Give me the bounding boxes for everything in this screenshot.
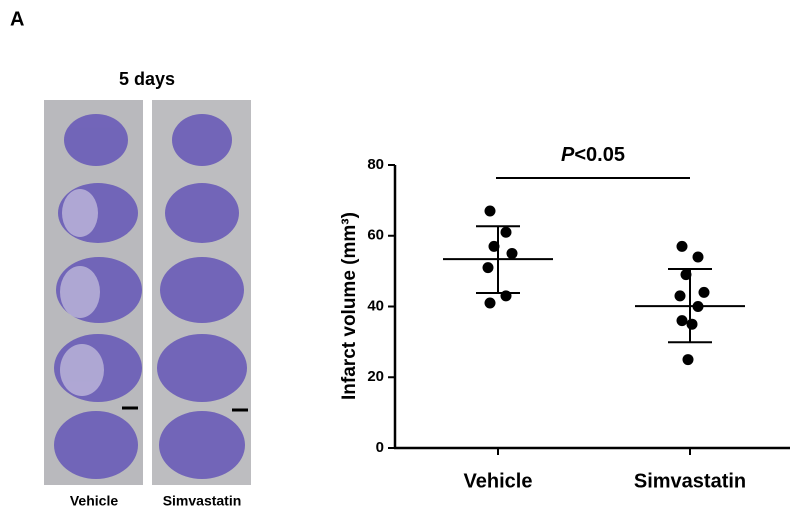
y-tick-label: 60 bbox=[367, 227, 384, 244]
x-tick-label: Vehicle bbox=[464, 470, 533, 492]
data-point bbox=[692, 301, 704, 312]
data-point bbox=[484, 297, 496, 309]
brain-slices bbox=[44, 100, 251, 485]
image-label: Vehicle bbox=[70, 493, 118, 509]
data-point bbox=[482, 262, 494, 274]
slice bbox=[172, 114, 232, 166]
data-point bbox=[686, 318, 698, 330]
image-label: Simvastatin bbox=[163, 493, 242, 509]
y-tick-label: 20 bbox=[367, 368, 384, 385]
slice bbox=[64, 114, 128, 166]
slice bbox=[165, 183, 239, 243]
panel-label: A bbox=[10, 8, 24, 30]
y-tick-label: 0 bbox=[376, 439, 384, 456]
y-tick-label: 40 bbox=[367, 297, 384, 314]
data-point bbox=[676, 240, 688, 252]
annotation: P<0.05 bbox=[561, 144, 625, 166]
image-title: 5 days bbox=[119, 69, 175, 89]
infarct bbox=[60, 266, 100, 318]
data-point bbox=[676, 315, 688, 327]
slice bbox=[159, 411, 245, 479]
y-axis-label: Infarct volume (mm³) bbox=[339, 212, 360, 400]
data-point bbox=[674, 290, 686, 302]
data-point bbox=[698, 286, 710, 298]
slice bbox=[157, 334, 247, 402]
data-point bbox=[484, 205, 496, 217]
slice bbox=[160, 257, 244, 323]
infarct bbox=[62, 189, 98, 237]
data-point bbox=[500, 226, 512, 238]
x-tick-label: Simvastatin bbox=[634, 470, 746, 492]
data-point bbox=[682, 354, 694, 366]
slice bbox=[54, 411, 138, 479]
data-point bbox=[680, 269, 692, 281]
infarct bbox=[60, 344, 104, 396]
data-point bbox=[692, 251, 704, 263]
data-point bbox=[500, 290, 512, 302]
y-tick-label: 80 bbox=[367, 156, 384, 173]
data-point bbox=[488, 240, 500, 252]
data-point bbox=[506, 247, 518, 259]
